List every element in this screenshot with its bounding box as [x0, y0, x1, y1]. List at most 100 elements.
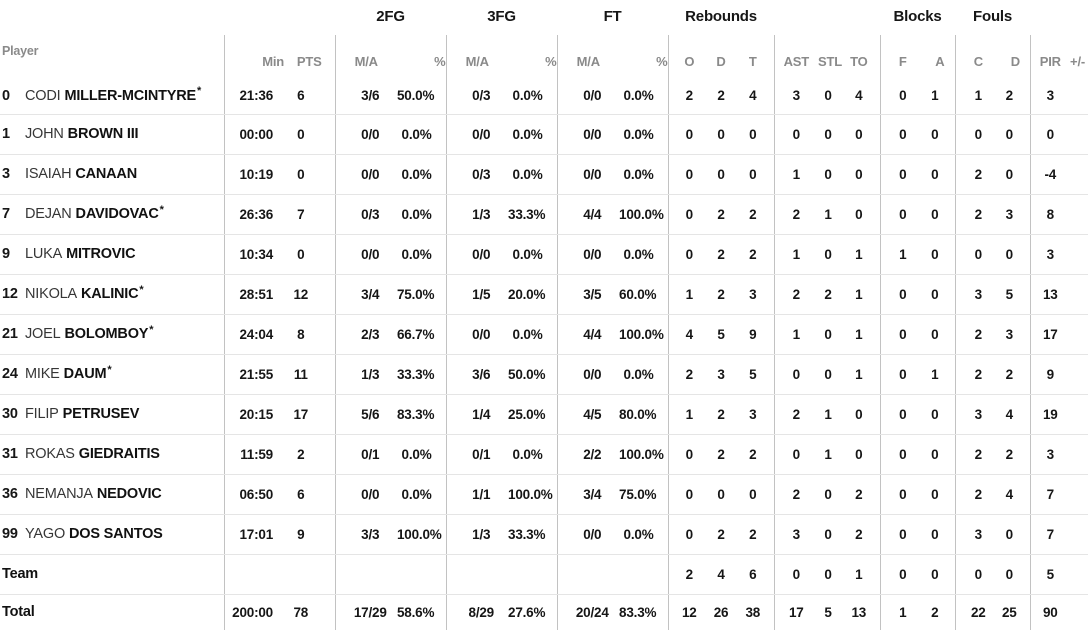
stat-ast: 2 [774, 474, 819, 515]
stat-pts: 12 [284, 274, 336, 315]
stat-2fg-ma: 0/3 [335, 194, 397, 235]
stat-ft-pct: 0.0% [619, 354, 669, 395]
stat-reb-o: 0 [668, 474, 711, 515]
stat-2fg-ma: 3/6 [335, 78, 397, 115]
starter-mark: * [149, 323, 154, 336]
player-first-name: NEMANJA [25, 486, 93, 502]
stat-ft-ma: 0/0 [557, 114, 620, 155]
stat-ast: 17 [788, 604, 804, 620]
stat-fouls-d: 0 [1001, 234, 1031, 275]
stat-fouls-d: 25 [1001, 594, 1031, 630]
stat-2fg-ma: 0/0 [335, 114, 397, 155]
stat-plusminus [1070, 554, 1088, 595]
stat-stl: 0 [818, 154, 839, 195]
stat-plusminus [1070, 114, 1088, 155]
stat-reb-o: 1 [668, 274, 711, 315]
col-header-min: Min [262, 54, 284, 69]
stat-plusminus [1070, 514, 1088, 555]
player-row[interactable]: 7 DEJAN DAVIDOVAC* 26:36 7 0/3 0.0% 1/3 33.3% 4/4… [0, 194, 1088, 235]
player-row[interactable]: 1 JOHN BROWN III 00:00 0 0/0 0.0% 0/0 0.0% 0/0 0.0… [0, 114, 1088, 155]
player-row[interactable]: 31 ROKAS GIEDRAITIS 11:59 2 0/1 0.0% 0/1 0.0% 2/2… [0, 434, 1088, 475]
stat-fouls-d: 0 [1001, 554, 1031, 595]
stat-blocks-f: 0 [880, 394, 926, 435]
starter-mark: * [159, 203, 164, 216]
group-header-row: 2FG 3FG FT Rebounds Blocks Fouls [0, 0, 1088, 35]
stat-2fg-ma: 2/3 [335, 314, 397, 355]
player-cell: 24 MIKE DAUM* [0, 354, 225, 395]
stat-blocks-f: 0 [880, 514, 926, 555]
stat-2fg-pct: 58.6% [397, 594, 447, 630]
player-row[interactable]: 12 NIKOLA KALINIC* 28:51 12 3/4 75.0% 1/5 20.0% 3… [0, 274, 1088, 315]
stat-pir: 13 [1030, 274, 1071, 315]
stat-ast: 0 [774, 554, 819, 595]
stat-2fg-ma [335, 554, 397, 595]
stat-fouls-c: 3 [955, 394, 1002, 435]
group-3fg-label: 3FG [487, 8, 516, 25]
player-row[interactable]: 3 ISAIAH CANAAN 10:19 0 0/0 0.0% 0/3 0.0% 0/0 0.0%… [0, 154, 1088, 195]
player-row[interactable]: 99 YAGO DOS SANTOS 17:01 9 3/3 100.0% 1/3 33.3% 0… [0, 514, 1088, 555]
stat-ast: 0 [774, 114, 819, 155]
stat-3fg-ma [446, 554, 509, 595]
stat-stl: 1 [818, 194, 839, 235]
stat-3fg-pct: 50.0% [508, 354, 558, 395]
player-cell: 31 ROKAS GIEDRAITIS [0, 434, 225, 475]
stat-min: 06:50 [224, 474, 284, 515]
stat-3fg-pct: 20.0% [508, 274, 558, 315]
group-spacer [1030, 0, 1088, 35]
player-row[interactable]: 30 FILIP PETRUSEV 20:15 17 5/6 83.3% 1/4 25.0% 4/… [0, 394, 1088, 435]
stat-reb-o: 0 [668, 434, 711, 475]
stat-3fg-pct [508, 554, 558, 595]
player-row[interactable]: 21 JOEL BOLOMBOY* 24:04 8 2/3 66.7% 0/0 0.0% 4/4 1… [0, 314, 1088, 355]
stat-fouls-c: 3 [955, 514, 1002, 555]
stat-reb-d: 0 [710, 154, 733, 195]
player-last-name: BROWN III [67, 126, 139, 142]
player-row[interactable]: 36 NEMANJA NEDOVIC 06:50 6 0/0 0.0% 1/1 100.0% 3/… [0, 474, 1088, 515]
player-last-name: CANAAN [75, 166, 137, 182]
stat-reb-d: 5 [710, 314, 733, 355]
stat-fouls-c: 2 [955, 154, 1002, 195]
stat-2fg-pct [397, 554, 447, 595]
stat-ft-pct: 80.0% [619, 394, 669, 435]
col-header-3fg-pct: % [508, 35, 558, 78]
stat-reb-d: 2 [710, 194, 733, 235]
player-last-name: PETRUSEV [62, 406, 140, 422]
player-cell: 3 ISAIAH CANAAN [0, 154, 225, 195]
stat-pts: 78 [284, 594, 336, 630]
stat-to: 1 [838, 274, 881, 315]
stat-pts: 9 [284, 514, 336, 555]
stat-2fg-pct: 83.3% [397, 394, 447, 435]
player-last-name: MITROVIC [66, 246, 136, 262]
stat-fouls-d: 0 [1001, 154, 1031, 195]
stat-3fg-pct: 0.0% [508, 434, 558, 475]
row-label: Total [2, 604, 35, 621]
player-row[interactable]: 0 CODI MILLER-MCINTYRE* 21:36 6 3/6 50.0% 0/3 0.… [0, 78, 1088, 115]
stat-3fg-ma: 1/3 [446, 514, 509, 555]
col-header-pts: PTS [284, 35, 336, 78]
stat-blocks-a: 0 [925, 274, 956, 315]
stat-ft-ma: 3/4 [557, 474, 620, 515]
player-row[interactable]: 24 MIKE DAUM* 21:55 11 1/3 33.3% 3/6 50.0% 0/0 0.0… [0, 354, 1088, 395]
player-last-name: GIEDRAITIS [78, 446, 160, 462]
player-last-name: BOLOMBOY [64, 326, 149, 342]
stat-2fg-ma: 3/4 [335, 274, 397, 315]
player-first-name: FILIP [25, 406, 59, 422]
stat-stl: 0 [818, 78, 839, 115]
stat-fouls-d: 2 [1001, 78, 1031, 115]
stat-2fg-ma: 17/29 [353, 604, 387, 620]
col-header-ft-ma: M/A [576, 54, 600, 69]
stat-pir: 8 [1030, 194, 1071, 235]
stat-plusminus [1070, 78, 1088, 115]
player-cell: 36 NEMANJA NEDOVIC [0, 474, 225, 515]
stat-2fg-ma: 0/0 [335, 474, 397, 515]
stat-2fg-pct: 33.3% [397, 354, 447, 395]
stat-fouls-c: 0 [955, 554, 1002, 595]
stat-blocks-a: 0 [925, 234, 956, 275]
jersey-number: 12 [2, 286, 18, 302]
stat-pts: 11 [284, 354, 336, 395]
stat-fouls-c: 2 [955, 314, 1002, 355]
stat-to: 0 [838, 154, 881, 195]
player-row[interactable]: 9 LUKA MITROVIC 10:34 0 0/0 0.0% 0/0 0.0% 0/0 0.0%… [0, 234, 1088, 275]
stat-2fg-pct: 0.0% [397, 114, 447, 155]
jersey-number: 36 [2, 486, 18, 502]
